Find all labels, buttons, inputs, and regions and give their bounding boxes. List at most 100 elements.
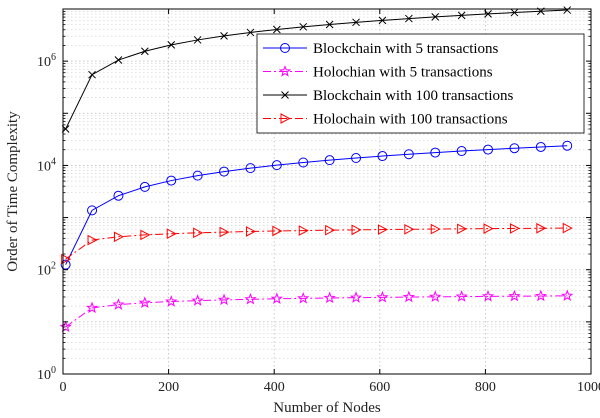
marker-star bbox=[244, 292, 257, 305]
marker-triangle bbox=[483, 223, 494, 234]
series-line bbox=[65, 227, 568, 260]
marker-triangle bbox=[377, 224, 389, 235]
plot-frame bbox=[62, 8, 592, 375]
marker-x bbox=[431, 13, 440, 21]
marker-x bbox=[281, 91, 289, 99]
marker-triangle bbox=[272, 225, 283, 237]
marker-star bbox=[278, 65, 292, 77]
marker-triangle bbox=[280, 113, 291, 124]
marker-star bbox=[59, 320, 72, 333]
marker-x bbox=[563, 6, 572, 14]
y-tick-label: 102 bbox=[37, 261, 56, 279]
marker-x bbox=[246, 28, 255, 37]
marker-x bbox=[378, 16, 387, 25]
y-tick-label: 104 bbox=[37, 156, 56, 174]
marker-circle bbox=[456, 146, 467, 157]
marker-x bbox=[325, 20, 334, 29]
marker-triangle bbox=[219, 226, 230, 238]
marker-circle bbox=[509, 143, 520, 154]
marker-star bbox=[323, 291, 336, 304]
series-1 bbox=[60, 140, 573, 270]
marker-x bbox=[404, 14, 413, 23]
marker-circle bbox=[562, 140, 573, 151]
marker-triangle bbox=[562, 222, 573, 234]
marker-x bbox=[352, 18, 360, 27]
legend-label: Blockchain with 5 transactions bbox=[313, 41, 499, 57]
legend-entry: Blockchain with 100 transactions bbox=[263, 88, 514, 104]
legend: Blockchain with 5 transactions Holochian … bbox=[256, 33, 585, 134]
marker-star bbox=[165, 295, 178, 307]
legend-label: Holochain with 100 transactions bbox=[313, 112, 508, 128]
x-tick-label: 800 bbox=[475, 380, 496, 395]
marker-circle bbox=[324, 155, 335, 166]
marker-circle bbox=[271, 160, 282, 171]
marker-triangle bbox=[430, 223, 441, 235]
marker-triangle bbox=[404, 223, 415, 235]
marker-circle bbox=[245, 163, 256, 174]
marker-star bbox=[534, 289, 547, 302]
marker-triangle bbox=[113, 231, 125, 243]
marker-triangle bbox=[325, 224, 336, 236]
marker-triangle bbox=[351, 224, 362, 236]
marker-circle bbox=[280, 43, 290, 53]
marker-circle bbox=[535, 141, 546, 152]
x-tick-label: 0 bbox=[60, 380, 67, 395]
legend-entry: Holochain with 100 transactions bbox=[263, 112, 508, 128]
marker-x bbox=[299, 22, 308, 31]
marker-star bbox=[191, 294, 204, 306]
marker-circle bbox=[139, 181, 150, 192]
marker-circle bbox=[87, 205, 98, 216]
x-tick-label: 1000 bbox=[577, 380, 600, 395]
marker-star bbox=[429, 290, 442, 303]
y-axis-label: Order of Time Complexity bbox=[5, 111, 21, 272]
marker-circle bbox=[60, 259, 71, 270]
marker-triangle bbox=[245, 226, 257, 237]
marker-x bbox=[140, 47, 149, 56]
marker-star bbox=[297, 291, 310, 304]
marker-star bbox=[138, 296, 151, 308]
legend-box bbox=[256, 33, 585, 134]
legend-label: Blockchain with 100 transactions bbox=[313, 88, 514, 104]
marker-star bbox=[270, 292, 283, 304]
marker-star bbox=[402, 290, 415, 303]
marker-circle bbox=[298, 157, 309, 168]
legend-entry: Holochian with 5 transactions bbox=[263, 65, 493, 81]
legend-label: Holochian with 5 transactions bbox=[313, 65, 493, 81]
x-tick-label: 600 bbox=[369, 380, 390, 395]
marker-star bbox=[481, 289, 495, 302]
marker-x bbox=[193, 36, 202, 44]
marker-triangle bbox=[457, 223, 468, 235]
x-tick-label: 200 bbox=[158, 380, 179, 395]
y-tick-label: 100 bbox=[37, 365, 56, 383]
marker-x bbox=[114, 56, 123, 64]
marker-star bbox=[217, 293, 231, 306]
marker-circle bbox=[219, 166, 230, 177]
series-3 bbox=[61, 6, 572, 133]
marker-triangle bbox=[87, 234, 98, 246]
marker-x bbox=[220, 32, 228, 40]
marker-star bbox=[85, 301, 99, 314]
marker-star bbox=[376, 290, 389, 303]
marker-circle bbox=[377, 151, 388, 162]
marker-circle bbox=[192, 170, 203, 181]
marker-triangle bbox=[166, 228, 177, 240]
series-layer bbox=[59, 6, 574, 333]
x-axis-label: Number of Nodes bbox=[273, 400, 381, 416]
y-tick-label: 106 bbox=[37, 52, 56, 70]
marker-triangle bbox=[193, 227, 204, 239]
marker-triangle bbox=[536, 222, 547, 234]
marker-circle bbox=[351, 153, 362, 164]
series-line bbox=[65, 295, 568, 328]
marker-triangle bbox=[298, 225, 309, 236]
marker-circle bbox=[113, 190, 124, 201]
marker-x bbox=[272, 25, 281, 34]
marker-x bbox=[457, 11, 466, 20]
marker-star bbox=[112, 298, 125, 310]
marker-triangle bbox=[61, 253, 72, 265]
series-4 bbox=[61, 222, 573, 265]
marker-star bbox=[349, 291, 363, 303]
marker-circle bbox=[166, 175, 177, 186]
marker-star bbox=[561, 289, 574, 302]
marker-circle bbox=[483, 144, 494, 155]
